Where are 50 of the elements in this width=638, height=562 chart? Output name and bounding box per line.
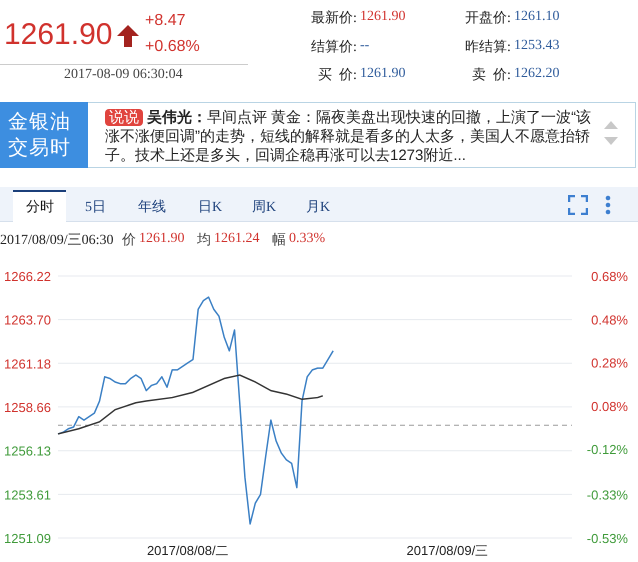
text: 1261.90 <box>4 18 112 52</box>
y2-tick-label: 0.08% <box>591 398 628 414</box>
text: 年线 <box>138 198 166 216</box>
text: 1261.10 <box>514 9 560 25</box>
text: 1261.90 <box>360 9 406 25</box>
text: 周K <box>252 199 276 216</box>
text: 价 <box>122 232 136 249</box>
text: 昨结算: <box>465 38 511 56</box>
text: 1261.24 <box>214 231 260 247</box>
y-tick-label: 1251.09 <box>4 531 51 546</box>
text: 分时 <box>26 198 54 216</box>
text: 最新价: <box>311 9 357 27</box>
text: 日K <box>198 199 222 216</box>
y2-tick-label: -0.12% <box>586 442 628 458</box>
text: 1261.90 <box>139 231 184 247</box>
y2-tick-label: -0.33% <box>586 488 628 503</box>
text: 买 价: <box>318 66 357 84</box>
text: 1261.90 <box>360 66 406 82</box>
text: 吴伟光： <box>147 109 207 126</box>
text: 结算价: <box>311 38 357 56</box>
y-tick-label: 1263.70 <box>4 312 51 328</box>
text: 说说 <box>105 109 143 126</box>
text: 2017-08-09 06:30:04 <box>64 67 183 83</box>
line-series <box>57 374 324 435</box>
text: +8.47 <box>145 12 186 30</box>
text: +0.68% <box>145 38 200 56</box>
text: -- <box>360 38 370 54</box>
text: 开盘价: <box>465 10 511 27</box>
text: 0.33% <box>289 231 326 247</box>
x-tick-label: 2017/08/09/三 <box>406 543 488 558</box>
y-tick-label: 1256.13 <box>4 444 51 459</box>
text: 金银油交易时 <box>0 102 88 168</box>
y2-tick-label: -0.53% <box>586 531 628 546</box>
y2-tick-label: 0.68% <box>591 269 628 284</box>
text: 1253.43 <box>514 38 560 54</box>
text: 1262.20 <box>514 66 560 82</box>
text: 卖 价: <box>472 66 511 84</box>
text: 幅 <box>272 232 286 249</box>
y2-tick-label: 0.48% <box>591 312 628 328</box>
text: 均 <box>197 232 211 249</box>
y-tick-label: 1266.22 <box>4 269 51 284</box>
line-series <box>57 296 334 525</box>
y-tick-label: 1258.66 <box>4 400 51 415</box>
x-tick-label: 2017/08/08/二 <box>146 543 229 558</box>
text: 5日 <box>85 199 106 216</box>
y-tick-label: 1253.61 <box>4 487 51 502</box>
y-tick-label: 1261.18 <box>4 356 51 372</box>
text: 2017/08/09/三06:30 <box>0 232 114 249</box>
text: 月K <box>306 199 330 216</box>
y2-tick-label: 0.28% <box>591 356 628 371</box>
